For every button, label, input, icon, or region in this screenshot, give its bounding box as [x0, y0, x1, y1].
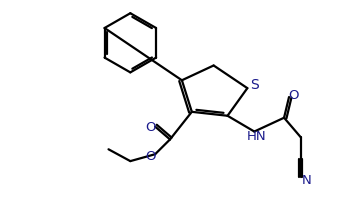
Text: O: O	[289, 89, 299, 102]
Text: HN: HN	[246, 130, 266, 143]
Text: O: O	[145, 121, 155, 134]
Text: O: O	[145, 150, 155, 163]
Text: N: N	[302, 174, 312, 187]
Text: S: S	[250, 78, 259, 92]
